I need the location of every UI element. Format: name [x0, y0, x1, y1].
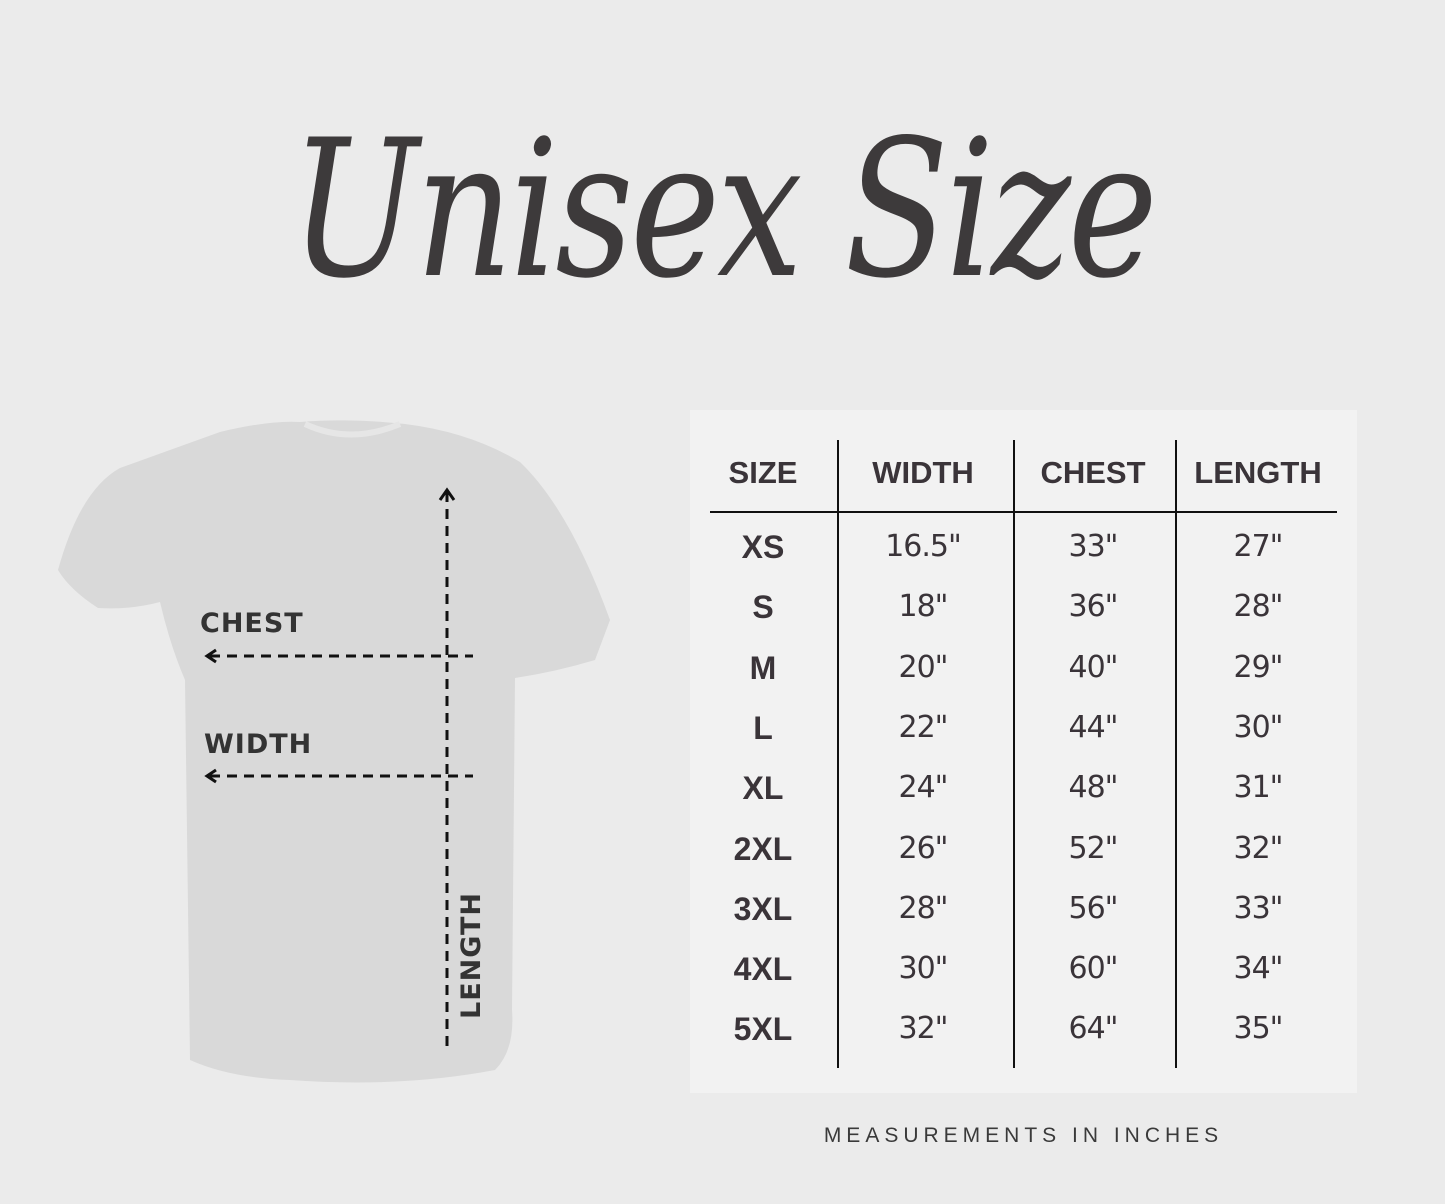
size-table: SIZE WIDTH CHEST LENGTH XS 16.5" 33" 27" S 18" 36"…	[690, 410, 1357, 1093]
header-divider	[710, 511, 1337, 513]
measurement-cell: 16.5"	[885, 529, 962, 564]
measurement-cell: 32"	[1233, 830, 1284, 866]
size-cell: XL	[742, 770, 784, 807]
measurement-cell: 28"	[898, 890, 949, 926]
measurement-cell: 28"	[1233, 589, 1284, 625]
length-label: LENGTH	[455, 892, 487, 1019]
measurement-cell: 35"	[1233, 1011, 1284, 1047]
width-label: WIDTH	[204, 729, 313, 760]
chest-label: CHEST	[200, 608, 304, 639]
page-title: Unisex Size	[290, 99, 1157, 320]
measurement-cell: 29"	[1233, 649, 1284, 685]
footnote: MEASUREMENTS IN INCHES	[823, 1124, 1224, 1147]
measurement-cell: 44"	[1068, 709, 1119, 745]
measurement-cell: 20"	[898, 649, 949, 685]
size-cell: 4XL	[733, 951, 793, 988]
measurement-cell: 36"	[1068, 589, 1119, 625]
measurement-cell: 48"	[1068, 770, 1119, 806]
measurement-cell: 40"	[1068, 649, 1119, 685]
measurement-cell: 52"	[1068, 830, 1119, 866]
tshirt-illustration	[58, 420, 610, 1083]
measurement-cell: 24"	[898, 770, 949, 806]
column-divider	[837, 440, 839, 1068]
size-cell: 2XL	[733, 830, 793, 867]
measurement-cell: 32"	[898, 1011, 949, 1047]
size-cell: L	[753, 709, 773, 746]
measurement-cell: 27"	[1233, 529, 1284, 564]
column-divider	[1175, 440, 1177, 1068]
measurement-cell: 30"	[898, 951, 949, 987]
measurement-cell: 30"	[1233, 709, 1284, 745]
measurement-cell: 33"	[1233, 890, 1284, 926]
size-cell: S	[752, 589, 774, 626]
measurement-cell: 31"	[1233, 770, 1284, 806]
size-cell: 3XL	[733, 890, 793, 927]
header-chest: CHEST	[1040, 455, 1146, 490]
measurement-cell: 56"	[1068, 890, 1119, 926]
header-width: WIDTH	[872, 455, 974, 490]
size-cell: M	[749, 649, 777, 686]
measurement-cell: 34"	[1233, 951, 1284, 987]
measurement-cell: 26"	[898, 830, 949, 866]
tshirt-shape	[58, 420, 610, 1083]
header-length: LENGTH	[1194, 455, 1322, 490]
measurement-cell: 18"	[898, 589, 949, 625]
header-size: SIZE	[728, 455, 798, 490]
measurement-cell: 60"	[1068, 951, 1119, 987]
column-divider	[1013, 440, 1015, 1068]
size-cell: XS	[741, 529, 785, 565]
measurement-cell: 22"	[898, 709, 949, 745]
measurement-cell: 33"	[1068, 529, 1119, 564]
size-cell: 5XL	[733, 1011, 793, 1048]
measurement-cell: 64"	[1068, 1011, 1119, 1047]
